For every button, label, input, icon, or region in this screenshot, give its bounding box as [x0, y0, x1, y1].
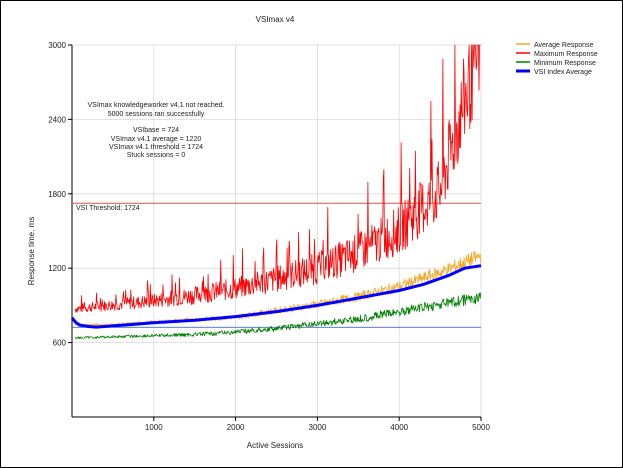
y-tick-labels: 600 1200 1800 2400 3000 — [48, 41, 66, 348]
chart-title: VSImax v4 — [256, 15, 295, 24]
x-axis-label: Active Sessions — [247, 441, 303, 450]
series-line-minimum-response — [74, 292, 482, 340]
x-tick-label: 1000 — [145, 423, 163, 432]
x-tick-label: 5000 — [472, 423, 490, 432]
series-layer — [70, 44, 482, 340]
legend-label-minimum-response: Minimum Response — [534, 60, 596, 67]
chart-legend: Average Response Maximum Response Minimum … — [516, 42, 598, 76]
x-tick-labels: 1000 2000 3000 4000 5000 — [145, 423, 491, 432]
series-line-vsi-index-average — [70, 264, 482, 329]
series-line-average-response — [75, 250, 482, 327]
x-tick-label: 4000 — [390, 423, 408, 432]
annotation-sessions-success: 5000 sessions ran successfully — [108, 111, 205, 118]
threshold-label: VSI Threshold: 1724 — [76, 205, 140, 212]
legend-label-average-response: Average Response — [534, 42, 594, 49]
legend-label-maximum-response: Maximum Response — [534, 51, 598, 58]
y-tick-label: 3000 — [48, 41, 66, 50]
y-tick-label: 1800 — [48, 190, 66, 199]
x-tick-label: 3000 — [309, 423, 327, 432]
x-tick-label: 2000 — [227, 423, 245, 432]
chart-axes — [68, 44, 482, 421]
annotation-stuck-sessions: Stuck sessions = 0 — [127, 152, 186, 159]
annotation-vsimax-threshold: VSImax v4.1 threshold = 1724 — [109, 144, 203, 151]
annotation-vsibase: VSIbase = 724 — [133, 127, 179, 134]
y-tick-label: 2400 — [48, 115, 66, 124]
annotation-vsimax-average: VSImax v4.1 average = 1220 — [111, 136, 202, 143]
annotation-not-reached: VSImax knowledgeworker v4.1 not reached. — [88, 102, 225, 109]
y-axis-label: Response time, ms — [27, 217, 36, 285]
y-tick-label: 600 — [53, 339, 67, 348]
y-tick-label: 1200 — [48, 264, 66, 273]
legend-label-vsi-index-average: VSI Index Average — [534, 69, 592, 76]
series-line-maximum-response — [74, 44, 481, 313]
